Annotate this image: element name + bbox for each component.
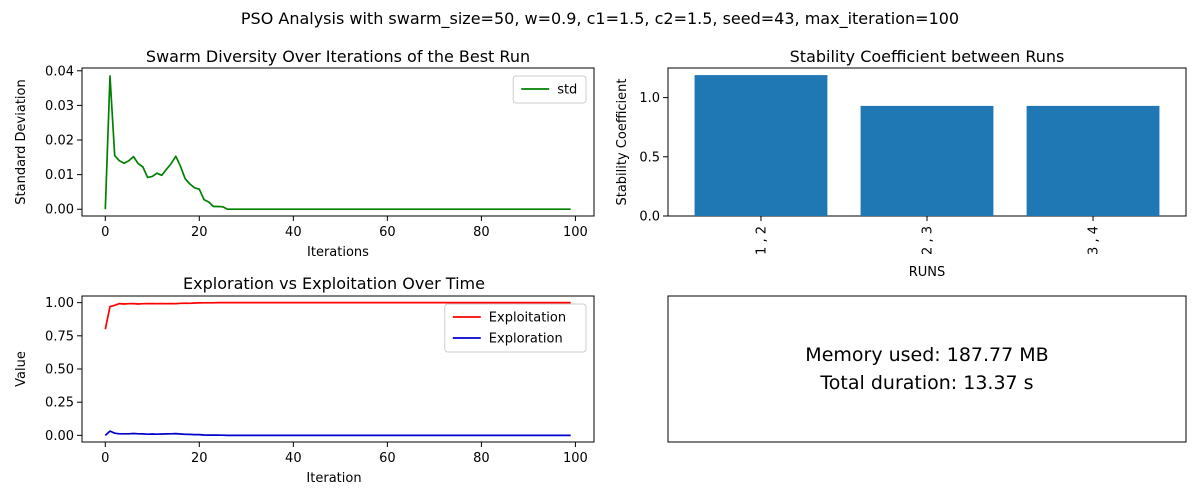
memory-used-text: Memory used: 187.77 MB <box>805 344 1048 366</box>
explore-series-exploration-line <box>104 430 571 437</box>
explore-ytick-label: 0.75 <box>45 329 74 344</box>
explore-ylabel: Value <box>14 351 29 387</box>
stability-ylabel: Stability Coefficient <box>615 78 630 205</box>
diversity-ytick-label: 0.01 <box>45 168 74 183</box>
diversity-ticks: 0 20 40 60 80 100 0.00 0.01 0.02 0.03 0.04 <box>45 64 588 240</box>
explore-ticks: 0 20 40 60 80 100 0.00 0.25 0.50 0.75 1.00 <box>45 296 588 466</box>
explore-lines <box>104 301 571 437</box>
diversity-xtick-label: 40 <box>285 225 302 240</box>
stability-ytick-label: 1.0 <box>639 91 660 106</box>
diversity-chart: Swarm Diversity Over Iterations of the B… <box>14 47 595 260</box>
diversity-legend-label: std <box>557 83 577 98</box>
explore-ytick-label: 0.50 <box>45 363 74 378</box>
explore-xtick-label: 60 <box>379 451 396 466</box>
explore-series-exploitation-line <box>104 301 571 330</box>
diversity-ylabel: Standard Deviation <box>14 79 29 204</box>
info-panel: Memory used: 187.77 MB Total duration: 1… <box>667 295 1187 443</box>
explore-ytick-label: 0.25 <box>45 396 74 411</box>
figure-suptitle: PSO Analysis with swarm_size=50, w=0.9, … <box>241 9 959 29</box>
diversity-xlabel: Iterations <box>307 245 369 260</box>
diversity-ytick-label: 0.02 <box>45 134 74 149</box>
explore-chart: Exploration vs Exploitation Over Time It… <box>14 274 595 486</box>
stability-bars <box>694 75 1160 216</box>
diversity-xtick-label: 100 <box>563 225 588 240</box>
diversity-xtick-label: 20 <box>191 225 208 240</box>
diversity-legend: std <box>512 75 587 104</box>
diversity-ytick-label: 0.03 <box>45 99 74 114</box>
stability-xtick-label: 3 , 4 <box>1087 226 1102 255</box>
diversity-xtick-label: 60 <box>379 225 396 240</box>
explore-ytick-label: 0.00 <box>45 429 74 444</box>
explore-xtick-label: 20 <box>191 451 208 466</box>
explore-xtick-label: 40 <box>285 451 302 466</box>
explore-title: Exploration vs Exploitation Over Time <box>183 274 485 293</box>
explore-legend-label: Exploration <box>489 332 563 347</box>
diversity-xtick-label: 80 <box>473 225 490 240</box>
stability-ytick-label: 0.5 <box>639 150 660 165</box>
stability-xtick-label: 1 , 2 <box>754 226 769 255</box>
diversity-ytick-label: 0.00 <box>45 203 74 218</box>
stability-title: Stability Coefficient between Runs <box>790 47 1065 66</box>
stability-ytick-label: 0.0 <box>639 210 660 225</box>
explore-ytick-label: 1.00 <box>45 296 74 311</box>
stability-chart: Stability Coefficient between Runs RUNS … <box>615 47 1187 280</box>
explore-legend-label: Exploitation <box>489 311 566 326</box>
diversity-legend-box <box>512 75 587 104</box>
diversity-axes-frame <box>81 67 595 217</box>
explore-xtick-label: 80 <box>473 451 490 466</box>
diversity-title: Swarm Diversity Over Iterations of the B… <box>146 47 530 66</box>
stability-xlabel: RUNS <box>909 265 946 280</box>
stability-bar <box>694 75 828 216</box>
explore-xtick-label: 0 <box>101 451 109 466</box>
explore-legend-box <box>444 303 587 353</box>
diversity-xtick-label: 0 <box>101 225 109 240</box>
explore-xtick-label: 100 <box>563 451 588 466</box>
stability-bar <box>860 105 994 216</box>
explore-legend: Exploitation Exploration <box>444 303 587 353</box>
total-duration-text: Total duration: 13.37 s <box>819 372 1033 394</box>
stability-ticks: 1 , 2 2 , 3 3 , 4 0.0 0.5 1.0 <box>639 91 1101 255</box>
info-frame <box>667 295 1187 443</box>
explore-xlabel: Iteration <box>306 471 361 486</box>
diversity-ytick-label: 0.04 <box>45 64 74 79</box>
stability-bar <box>1026 105 1160 216</box>
stability-xtick-label: 2 , 3 <box>921 226 936 255</box>
diversity-series-std-line <box>104 75 571 211</box>
diversity-lines <box>104 75 571 211</box>
